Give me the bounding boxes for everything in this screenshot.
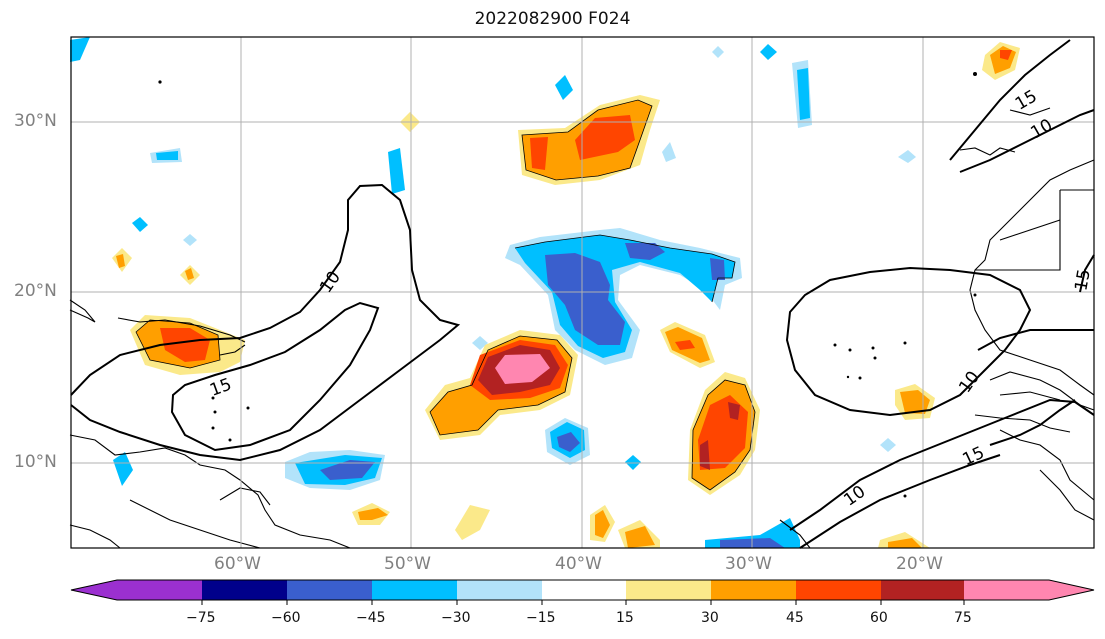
colorbar-tick-label: 30 [701,610,719,626]
coastlines [69,107,1095,549]
colorbar-tick-label: −30 [441,610,471,626]
colorbar-tick-label: 45 [786,610,804,626]
contour-label: 15 [1012,86,1041,114]
gridlines [71,37,1094,548]
colorbar-swatch [457,580,542,600]
lon-label-50w: 50°W [384,554,431,574]
colorbar-swatch [287,580,372,600]
colorbar-swatch [626,580,711,600]
contour-label: 10 [840,482,869,511]
colorbar-tick-label: 15 [616,610,634,626]
colorbar-swatch [202,580,287,600]
lat-label-10n: 10°N [14,452,57,472]
speed-contours [70,39,1095,549]
colorbar-swatch [372,580,457,600]
colorbar-swatch [711,580,796,600]
lon-label-40w: 40°W [555,554,602,574]
colorbar-tick-label: −45 [356,610,386,626]
contour-label: 15 [960,443,988,470]
colorbar-tick-label: −75 [186,610,216,626]
map-title: 2022082900 F024 [474,9,631,29]
lon-label-60w: 60°W [214,554,261,574]
colorbar-swatch [542,580,626,600]
lat-label-30n: 30°N [14,111,57,131]
anomaly-fills [70,37,1020,548]
contour-label: 10 [955,368,984,397]
contour-label: 15 [1071,268,1094,293]
map-frame [70,36,1095,549]
colorbar [70,579,1095,605]
lon-label-30w: 30°W [725,554,772,574]
islands [158,72,977,498]
colorbar-swatch [1049,580,1094,600]
contour-label: 15 [207,375,234,401]
colorbar-tick-label: −15 [526,610,556,626]
colorbar-swatch [796,580,881,600]
colorbar-swatch [964,580,1049,600]
lon-label-20w: 20°W [896,554,943,574]
colorbar-tick-label: 60 [870,610,888,626]
lat-label-20n: 20°N [14,281,57,301]
colorbar-swatch [881,580,964,600]
colorbar-tick-label: −60 [271,610,301,626]
colorbar-tick-label: 75 [954,610,972,626]
